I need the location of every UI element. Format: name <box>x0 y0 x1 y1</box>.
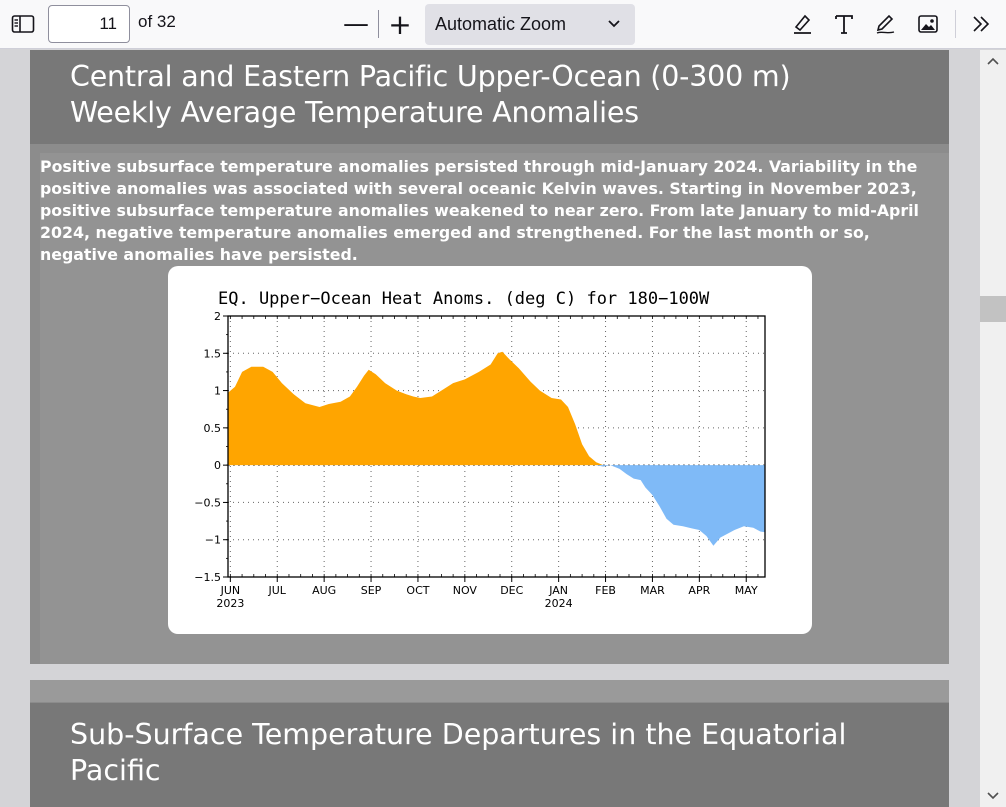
text-icon[interactable] <box>828 8 860 40</box>
scroll-down-icon[interactable] <box>980 785 1006 807</box>
x-tick-label: APR <box>688 584 710 597</box>
heat-anomaly-chart: EQ. Upper−Ocean Heat Anoms. (deg C) for … <box>194 289 766 610</box>
vertical-scrollbar[interactable] <box>980 50 1006 807</box>
chart-areas <box>228 351 765 546</box>
page-band <box>30 680 949 702</box>
y-tick-label: 1 <box>214 385 221 398</box>
y-tick-label: −1 <box>205 534 221 547</box>
highlight-icon[interactable] <box>786 8 818 40</box>
pdf-page: Sub-Surface Temperature Departures in th… <box>30 680 949 807</box>
page-title-line: Weekly Average Temperature Anomalies <box>70 96 639 129</box>
x-tick-label: JUN <box>220 584 241 597</box>
zoom-in-button[interactable]: + <box>388 7 412 41</box>
chart-card: EQ. Upper−Ocean Heat Anoms. (deg C) for … <box>168 266 812 634</box>
toolbar-divider <box>955 10 956 38</box>
page-header: Sub-Surface Temperature Departures in th… <box>30 703 949 807</box>
sidebar-toggle-icon[interactable] <box>6 9 40 39</box>
document-viewer[interactable]: Central and Eastern Pacific Upper-Ocean … <box>0 50 980 807</box>
page-number-input[interactable]: 11 <box>48 5 130 43</box>
toolbar-divider <box>378 10 379 38</box>
chart-title: EQ. Upper−Ocean Heat Anoms. (deg C) for … <box>218 289 710 309</box>
x-tick-year-label: 2024 <box>545 597 573 610</box>
image-icon[interactable] <box>912 8 944 40</box>
x-tick-label: FEB <box>595 584 616 597</box>
more-tools-icon[interactable] <box>964 8 998 40</box>
page-title-line: Central and Eastern Pacific Upper-Ocean … <box>70 60 791 93</box>
x-tick-label: NOV <box>453 584 478 597</box>
y-tick-label: 0.5 <box>204 422 222 435</box>
x-tick-label: MAY <box>735 584 758 597</box>
positive-anomaly-area <box>228 351 765 466</box>
y-tick-label: −0.5 <box>194 496 221 509</box>
page-title: Central and Eastern Pacific Upper-Ocean … <box>70 59 930 131</box>
page-title: Sub-Surface Temperature Departures in th… <box>70 717 930 789</box>
negative-anomaly-area <box>228 465 765 546</box>
y-tick-label: 1.5 <box>204 347 222 360</box>
page-body: Positive subsurface temperature anomalie… <box>40 153 949 664</box>
pdf-page: Central and Eastern Pacific Upper-Ocean … <box>30 50 949 664</box>
x-tick-label: JAN <box>548 584 568 597</box>
zoom-select[interactable]: Automatic Zoom <box>425 4 635 45</box>
x-tick-label: DEC <box>500 584 523 597</box>
x-tick-year-label: 2023 <box>216 597 244 610</box>
x-tick-label: JUL <box>268 584 287 597</box>
page-title-line: Sub-Surface Temperature Departures in th… <box>70 718 847 751</box>
body-paragraph: Positive subsurface temperature anomalie… <box>40 157 919 264</box>
chevron-down-icon <box>607 4 621 60</box>
page-header: Central and Eastern Pacific Upper-Ocean … <box>30 50 949 144</box>
draw-icon[interactable] <box>870 8 902 40</box>
page-count-label: of 32 <box>138 12 176 31</box>
x-tick-label: MAR <box>640 584 665 597</box>
zoom-out-button[interactable]: — <box>343 9 369 39</box>
scrollbar-thumb[interactable] <box>980 296 1006 322</box>
pdf-toolbar: 11 of 32 — + Automatic Zoom <box>0 0 1006 49</box>
page-title-line: Pacific <box>70 754 161 787</box>
x-tick-label: OCT <box>406 584 429 597</box>
y-tick-label: −1.5 <box>194 571 221 584</box>
x-tick-label: SEP <box>361 584 382 597</box>
x-tick-label: AUG <box>312 584 336 597</box>
scroll-up-icon[interactable] <box>980 50 1006 72</box>
zoom-select-value: Automatic Zoom <box>435 14 567 34</box>
y-tick-label: 2 <box>214 310 221 323</box>
y-tick-label: 0 <box>214 459 221 472</box>
